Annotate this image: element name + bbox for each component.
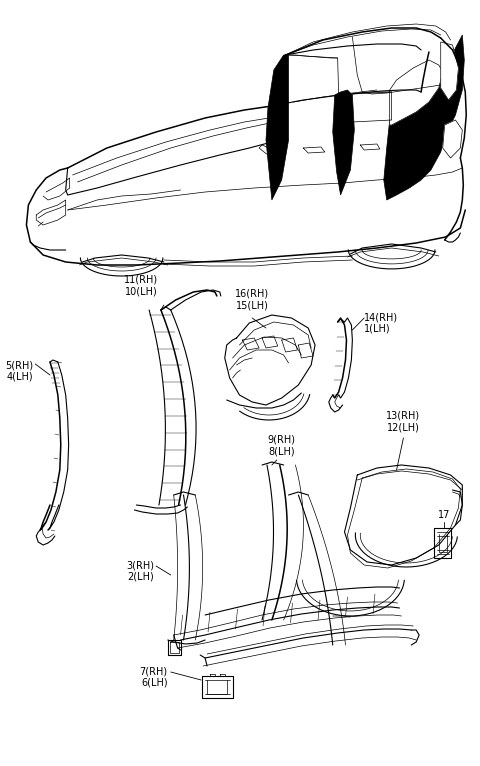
Polygon shape	[390, 60, 443, 125]
Text: 3(RH)
2(LH): 3(RH) 2(LH)	[126, 560, 154, 581]
Text: 9(RH)
8(LH): 9(RH) 8(LH)	[268, 434, 296, 456]
Text: 7(RH)
6(LH): 7(RH) 6(LH)	[140, 666, 168, 688]
Polygon shape	[266, 55, 288, 200]
Text: 14(RH)
1(LH): 14(RH) 1(LH)	[364, 312, 398, 334]
Text: 17: 17	[437, 510, 450, 520]
Text: 11(RH)
10(LH): 11(RH) 10(LH)	[124, 274, 158, 296]
Polygon shape	[441, 42, 458, 100]
Text: 5(RH)
4(LH): 5(RH) 4(LH)	[5, 360, 33, 381]
Polygon shape	[384, 35, 464, 200]
Text: 13(RH)
12(LH): 13(RH) 12(LH)	[386, 411, 420, 432]
Polygon shape	[443, 120, 462, 158]
Text: 16(RH)
15(LH): 16(RH) 15(LH)	[235, 289, 269, 310]
Polygon shape	[333, 90, 354, 195]
Polygon shape	[272, 38, 441, 200]
